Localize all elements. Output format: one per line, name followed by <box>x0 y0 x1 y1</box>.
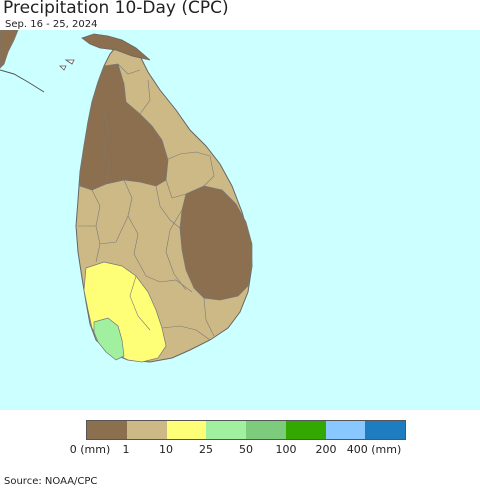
precipitation-map <box>0 30 480 410</box>
legend-tick-label: 1 <box>122 443 130 456</box>
legend-tick-label: 25 <box>199 443 213 456</box>
legend-swatch <box>285 421 326 439</box>
southwest-green-zone <box>93 317 125 361</box>
legend-tick-label: 50 <box>239 443 253 456</box>
legend-swatch <box>246 421 286 439</box>
legend-tick-label: 200 <box>315 443 337 456</box>
legend-swatch <box>365 421 405 439</box>
india-landmass <box>0 30 19 69</box>
legend-swatch <box>206 421 246 439</box>
legend-swatch <box>166 421 207 439</box>
india-shore <box>0 69 45 93</box>
color-legend <box>86 420 406 440</box>
source-credit: Source: NOAA/CPC <box>4 476 98 487</box>
east-dry-zone <box>179 185 253 301</box>
jaffna-peninsula <box>81 33 151 61</box>
northwest-dry-zone <box>79 63 169 191</box>
legend-tick-label: 400 (mm) <box>346 443 402 456</box>
legend-swatch <box>87 421 127 439</box>
page-title: Precipitation 10-Day (CPC) <box>3 0 229 18</box>
date-range: Sep. 16 - 25, 2024 <box>5 19 98 30</box>
legend-tick-label: 100 <box>275 443 297 456</box>
legend-swatch <box>126 421 167 439</box>
legend-swatch <box>325 421 366 439</box>
legend-ticks: 0 (mm) 1 10 25 50 100 200 400 (mm) <box>0 443 480 459</box>
islands <box>59 59 75 71</box>
legend-tick-label: 0 (mm) <box>69 443 111 456</box>
district-boundaries <box>78 63 215 341</box>
legend-tick-label: 10 <box>159 443 173 456</box>
